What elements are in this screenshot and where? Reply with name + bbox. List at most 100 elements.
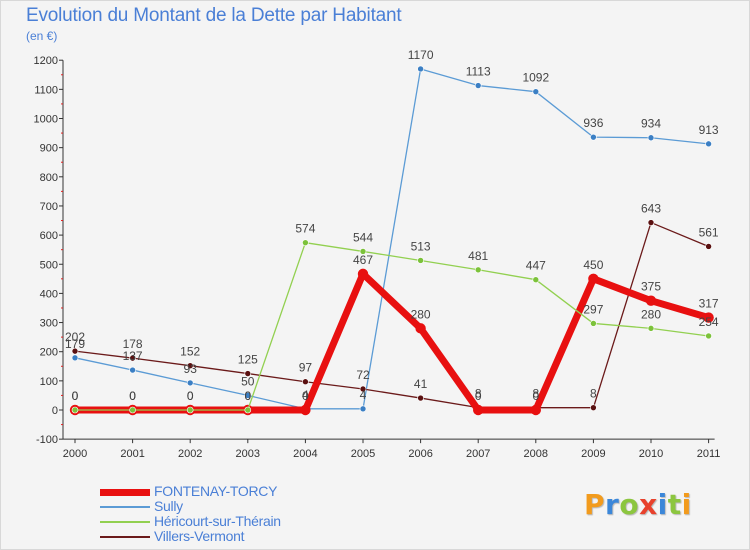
data-label: 447 xyxy=(526,259,546,273)
data-point xyxy=(590,133,597,141)
logo-letter: t xyxy=(667,488,682,521)
y-tick-label: 500 xyxy=(40,259,58,271)
data-point xyxy=(705,332,712,340)
y-tick-label: 900 xyxy=(40,143,58,155)
data-label: 467 xyxy=(353,253,373,267)
data-label: 97 xyxy=(299,361,313,375)
x-tick-label: 2001 xyxy=(120,448,144,460)
data-label: 375 xyxy=(641,280,661,294)
data-point xyxy=(359,405,367,413)
data-label: 297 xyxy=(583,302,603,316)
y-tick-label: 0 xyxy=(52,405,58,417)
data-point xyxy=(186,362,194,369)
data-point xyxy=(647,219,655,226)
logo-letter: o xyxy=(619,488,640,521)
data-label: 1092 xyxy=(522,71,549,85)
line-chart: -100010020030040050060070080090010001100… xyxy=(34,48,721,460)
data-point xyxy=(705,243,712,250)
legend-label: Villers-Vermont xyxy=(154,528,245,544)
data-label: 0 xyxy=(475,389,482,403)
data-label: 280 xyxy=(641,307,661,321)
logo-letter: i xyxy=(657,488,668,521)
data-label: 72 xyxy=(356,368,370,382)
data-point xyxy=(129,406,136,414)
logo-letter: x xyxy=(639,488,658,521)
data-point xyxy=(71,354,79,362)
y-tick-label: 1100 xyxy=(34,84,58,96)
data-point xyxy=(359,385,367,393)
x-tick-label: 2009 xyxy=(581,448,605,460)
proxiti-logo: Proxiti xyxy=(584,488,692,521)
data-point xyxy=(300,404,311,416)
logo-letter: r xyxy=(605,488,620,521)
data-label: 0 xyxy=(532,389,539,403)
data-point xyxy=(647,325,655,332)
y-tick-label: 100 xyxy=(40,376,58,388)
data-point xyxy=(244,406,252,414)
x-tick-label: 2006 xyxy=(408,448,432,460)
data-label: 0 xyxy=(72,389,79,403)
data-label: 41 xyxy=(414,377,428,391)
legend-label: Sully xyxy=(154,498,183,514)
data-point xyxy=(645,295,657,306)
x-tick-label: 2010 xyxy=(639,448,663,460)
data-label: 643 xyxy=(641,202,661,216)
x-tick-label: 2011 xyxy=(697,448,721,460)
data-point xyxy=(473,404,484,416)
data-point xyxy=(590,404,597,411)
data-point xyxy=(129,354,136,362)
legend-swatch xyxy=(100,521,150,523)
data-point xyxy=(186,379,194,387)
y-tick-label: 400 xyxy=(40,288,58,300)
data-label: 4 xyxy=(360,388,367,402)
data-point xyxy=(705,140,712,148)
data-label: 513 xyxy=(411,239,431,253)
data-label: 936 xyxy=(583,116,603,130)
y-tick-label: -100 xyxy=(36,434,58,446)
data-label: 0 xyxy=(129,389,136,403)
data-point xyxy=(417,257,424,264)
series-line-3 xyxy=(74,221,710,409)
data-label: 0 xyxy=(72,389,79,403)
data-point xyxy=(588,273,599,285)
data-label: 202 xyxy=(65,330,85,344)
data-label: 934 xyxy=(641,117,661,131)
x-tick-label: 2008 xyxy=(524,448,548,460)
x-tick-label: 2002 xyxy=(178,448,202,460)
data-point xyxy=(415,323,426,334)
data-label: 574 xyxy=(295,222,315,236)
data-label: 8 xyxy=(532,387,539,401)
data-point xyxy=(474,82,482,89)
y-tick-label: 700 xyxy=(40,201,58,213)
y-tick-label: 1000 xyxy=(34,114,58,126)
data-point xyxy=(244,392,252,399)
x-tick-label: 2000 xyxy=(63,448,87,460)
data-point xyxy=(703,312,714,323)
data-label: 544 xyxy=(353,230,373,244)
data-point xyxy=(417,394,424,402)
data-point xyxy=(129,366,136,374)
data-label: 317 xyxy=(699,297,719,311)
data-label: 93 xyxy=(184,362,198,376)
data-label: 137 xyxy=(123,349,143,363)
y-tick-label: 200 xyxy=(40,347,58,359)
data-label: 561 xyxy=(699,225,719,239)
data-label: 179 xyxy=(65,337,85,351)
legend-swatch xyxy=(100,536,150,538)
data-label: 0 xyxy=(302,389,309,403)
data-point xyxy=(417,65,424,73)
data-label: 0 xyxy=(187,389,194,403)
data-label: 0 xyxy=(244,389,251,403)
data-label: 450 xyxy=(583,258,603,272)
data-point xyxy=(186,406,194,414)
y-tick-label: 800 xyxy=(40,172,58,184)
data-point xyxy=(530,404,541,416)
data-point xyxy=(359,248,367,255)
data-point xyxy=(474,266,482,274)
data-label: 0 xyxy=(187,389,194,403)
logo-letter: P xyxy=(584,488,606,521)
x-tick-label: 2004 xyxy=(293,448,317,460)
legend-swatch xyxy=(100,488,150,496)
data-point xyxy=(302,378,309,386)
chart-title: Evolution du Montant de la Dette par Hab… xyxy=(26,5,402,26)
